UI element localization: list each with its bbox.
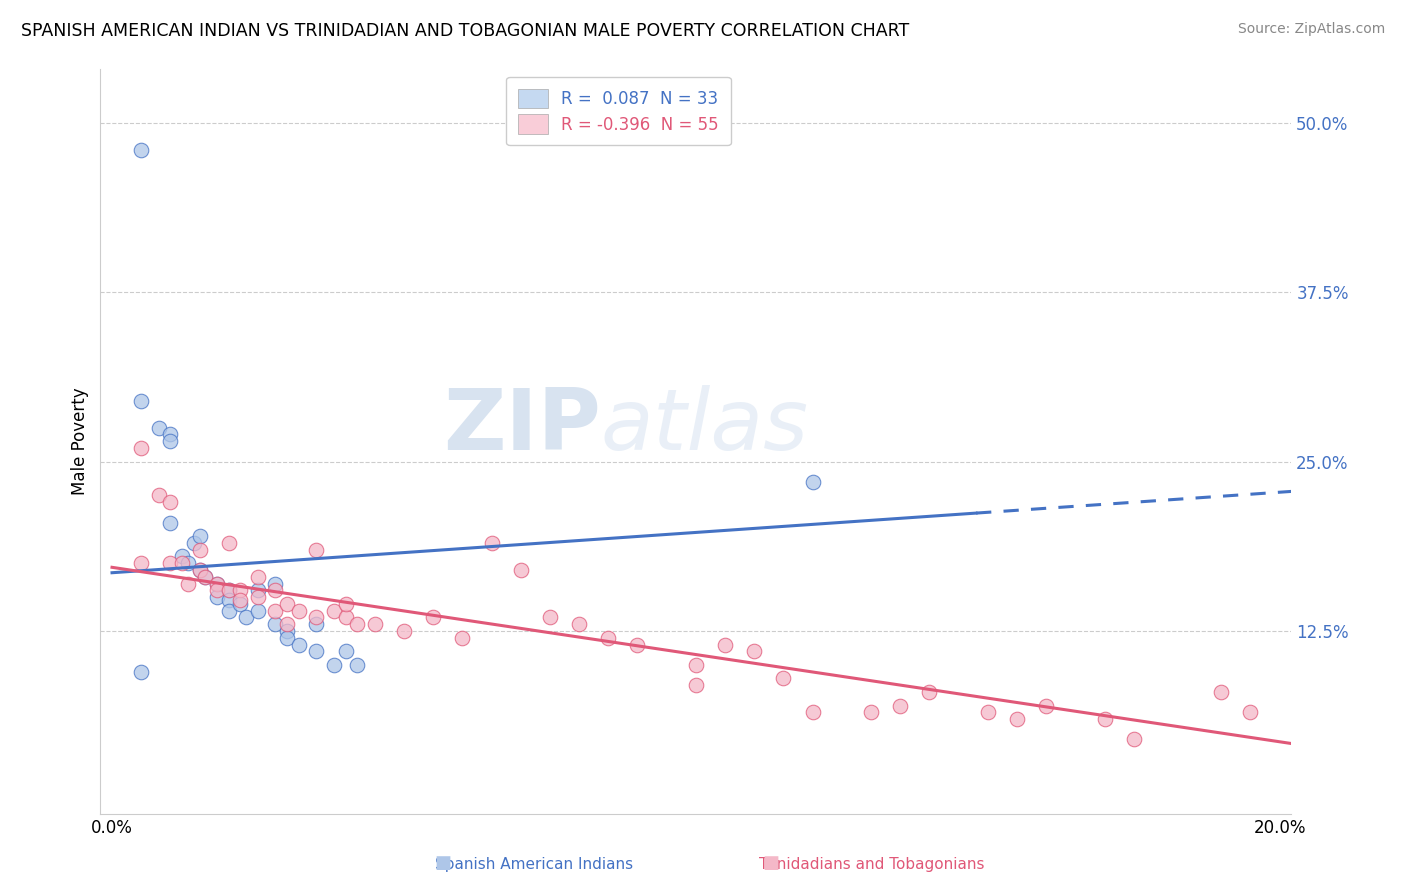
- Point: [246, 583, 269, 598]
- Point: [685, 657, 707, 672]
- Point: [194, 570, 217, 584]
- Point: [538, 610, 561, 624]
- Point: [246, 590, 269, 604]
- Point: [335, 644, 357, 658]
- Point: [129, 143, 152, 157]
- Point: [276, 597, 298, 611]
- Point: [568, 617, 591, 632]
- Point: [626, 638, 648, 652]
- Point: [205, 583, 228, 598]
- Point: [801, 706, 824, 720]
- Point: [598, 631, 620, 645]
- Point: [889, 698, 911, 713]
- Text: SPANISH AMERICAN INDIAN VS TRINIDADIAN AND TOBAGONIAN MALE POVERTY CORRELATION C: SPANISH AMERICAN INDIAN VS TRINIDADIAN A…: [21, 22, 910, 40]
- Point: [159, 495, 181, 509]
- Point: [1211, 685, 1233, 699]
- Text: atlas: atlas: [600, 384, 808, 467]
- Point: [685, 678, 707, 692]
- Point: [264, 583, 287, 598]
- Point: [159, 516, 181, 530]
- Point: [177, 556, 200, 570]
- Point: [148, 420, 170, 434]
- Point: [183, 536, 205, 550]
- Text: Spanish American Indians: Spanish American Indians: [436, 857, 633, 872]
- Point: [1122, 732, 1144, 747]
- Point: [288, 604, 311, 618]
- Point: [129, 393, 152, 408]
- Point: [159, 556, 181, 570]
- Point: [1094, 712, 1116, 726]
- Point: [188, 542, 211, 557]
- Point: [1005, 712, 1028, 726]
- Point: [229, 583, 252, 598]
- Point: [188, 563, 211, 577]
- Point: [481, 536, 503, 550]
- Point: [276, 624, 298, 638]
- Point: [264, 604, 287, 618]
- Point: [392, 624, 415, 638]
- Point: [859, 706, 882, 720]
- Point: [129, 556, 152, 570]
- Text: ■: ■: [434, 855, 451, 872]
- Point: [172, 549, 194, 564]
- Point: [205, 576, 228, 591]
- Point: [172, 556, 194, 570]
- Point: [422, 610, 444, 624]
- Point: [977, 706, 1000, 720]
- Point: [129, 441, 152, 455]
- Point: [194, 570, 217, 584]
- Point: [288, 638, 311, 652]
- Point: [364, 617, 387, 632]
- Text: Trinidadians and Tobagonians: Trinidadians and Tobagonians: [759, 857, 984, 872]
- Point: [346, 617, 368, 632]
- Point: [276, 631, 298, 645]
- Point: [1239, 706, 1261, 720]
- Point: [918, 685, 941, 699]
- Point: [218, 604, 240, 618]
- Point: [177, 576, 200, 591]
- Point: [246, 570, 269, 584]
- Point: [159, 434, 181, 449]
- Point: [129, 665, 152, 679]
- Point: [322, 604, 344, 618]
- Point: [346, 657, 368, 672]
- Point: [188, 563, 211, 577]
- Point: [305, 610, 328, 624]
- Point: [509, 563, 531, 577]
- Point: [305, 617, 328, 632]
- Point: [229, 592, 252, 607]
- Point: [229, 597, 252, 611]
- Point: [742, 644, 765, 658]
- Text: Source: ZipAtlas.com: Source: ZipAtlas.com: [1237, 22, 1385, 37]
- Point: [772, 672, 794, 686]
- Point: [148, 488, 170, 502]
- Point: [188, 529, 211, 543]
- Point: [335, 610, 357, 624]
- Point: [322, 657, 344, 672]
- Point: [264, 576, 287, 591]
- Point: [305, 644, 328, 658]
- Point: [235, 610, 257, 624]
- Point: [218, 583, 240, 598]
- Point: [335, 597, 357, 611]
- Point: [276, 617, 298, 632]
- Text: ■: ■: [762, 855, 779, 872]
- Point: [218, 583, 240, 598]
- Text: ZIP: ZIP: [443, 384, 600, 467]
- Point: [264, 617, 287, 632]
- Point: [205, 576, 228, 591]
- Point: [714, 638, 737, 652]
- Point: [218, 536, 240, 550]
- Y-axis label: Male Poverty: Male Poverty: [72, 387, 89, 495]
- Point: [218, 592, 240, 607]
- Point: [1035, 698, 1057, 713]
- Point: [451, 631, 474, 645]
- Point: [246, 604, 269, 618]
- Point: [205, 590, 228, 604]
- Point: [159, 427, 181, 442]
- Point: [801, 475, 824, 489]
- Point: [305, 542, 328, 557]
- Legend: R =  0.087  N = 33, R = -0.396  N = 55: R = 0.087 N = 33, R = -0.396 N = 55: [506, 77, 731, 145]
